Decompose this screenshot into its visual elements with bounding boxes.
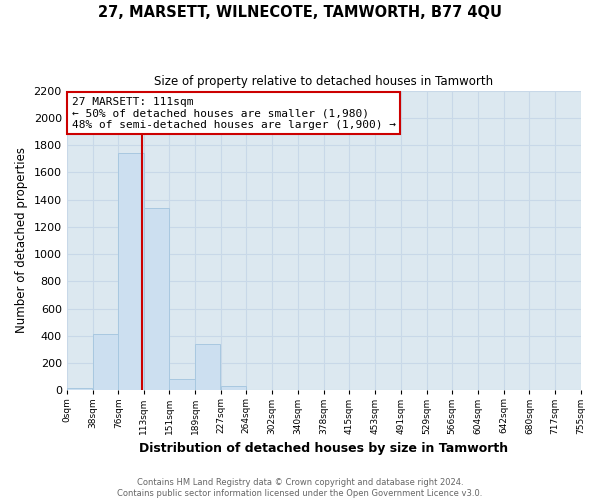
Bar [195,344,220,391]
Text: 27 MARSETT: 111sqm
← 50% of detached houses are smaller (1,980)
48% of semi-deta: 27 MARSETT: 111sqm ← 50% of detached hou… [72,96,396,130]
Bar [118,153,143,390]
Bar [67,388,92,390]
Text: Contains HM Land Registry data © Crown copyright and database right 2024.
Contai: Contains HM Land Registry data © Crown c… [118,478,482,498]
Text: 27, MARSETT, WILNECOTE, TAMWORTH, B77 4QU: 27, MARSETT, WILNECOTE, TAMWORTH, B77 4Q… [98,5,502,20]
Bar [221,386,247,390]
Bar [143,208,169,390]
Bar [92,334,118,390]
Title: Size of property relative to detached houses in Tamworth: Size of property relative to detached ho… [154,75,493,88]
Bar [169,380,194,390]
X-axis label: Distribution of detached houses by size in Tamworth: Distribution of detached houses by size … [139,442,508,455]
Y-axis label: Number of detached properties: Number of detached properties [15,148,28,334]
